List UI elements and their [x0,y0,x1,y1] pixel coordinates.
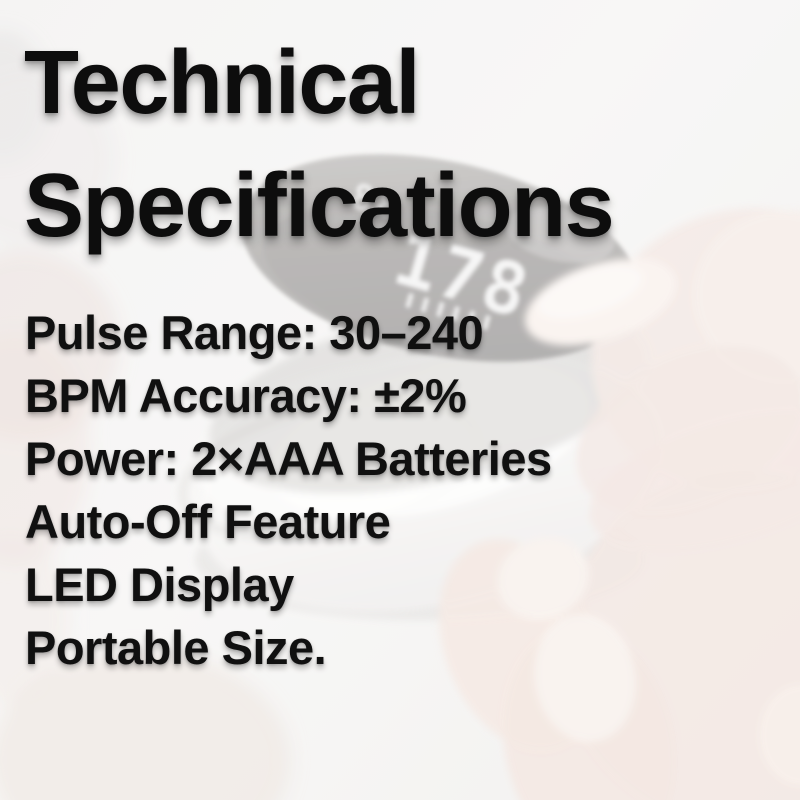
spec-line-pulse-range: Pulse Range: 30–240 [25,306,484,359]
spec-line-accuracy: BPM Accuracy: ±2% [25,369,467,422]
title-line-2: Specifications [24,156,615,256]
spec-list: Pulse Range: 30–240 BPM Accuracy: ±2% Po… [25,301,552,679]
title-line-1: Technical [24,33,420,133]
holding-fingers [439,409,800,800]
page-title: Technical Specifications [24,22,615,268]
led-signal-ticks [405,293,491,331]
spec-line-portable: Portable Size. [25,621,327,674]
spec-line-led-display: LED Display [25,558,294,611]
spec-line-auto-off: Auto-Off Feature [25,495,391,548]
photo-soft-blobs [0,30,290,800]
spec-line-power: Power: 2×AAA Batteries [25,432,552,485]
device-body [178,302,662,620]
